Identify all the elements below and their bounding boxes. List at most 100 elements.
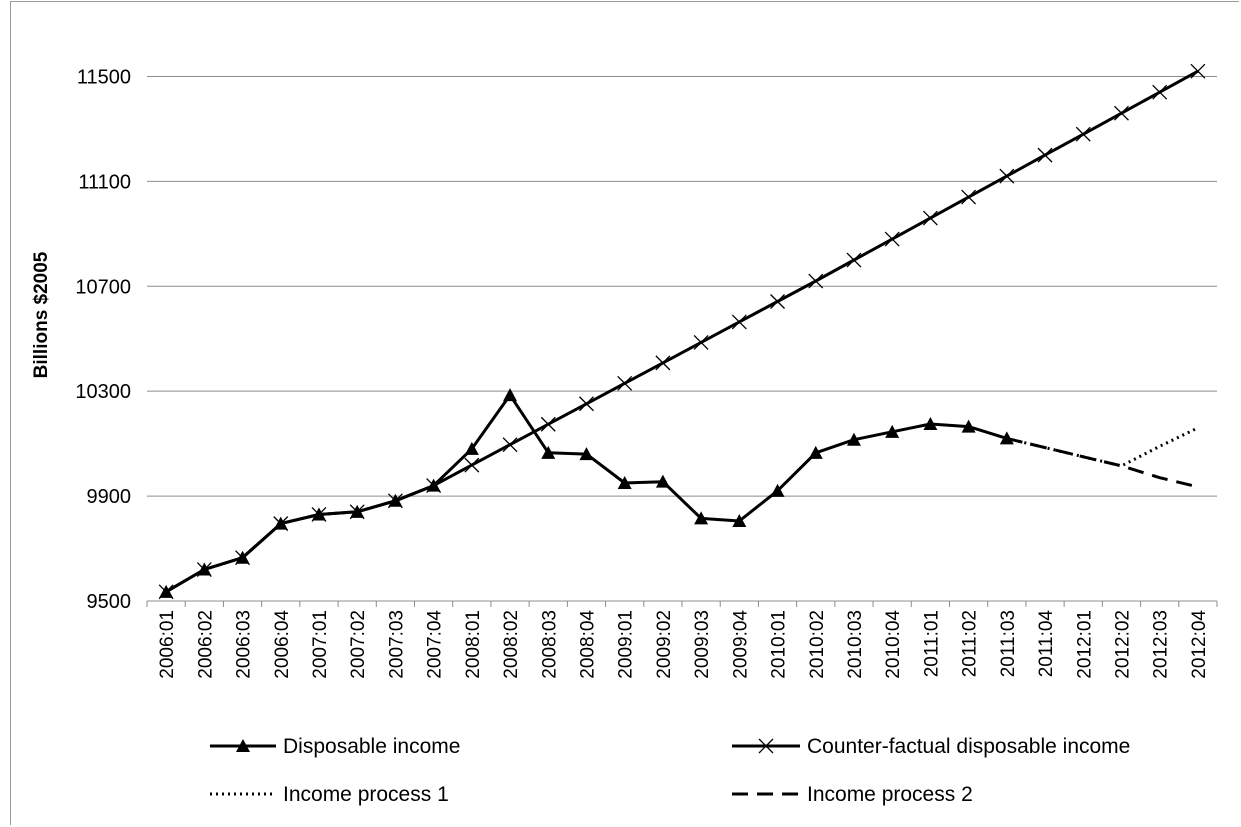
x-point bbox=[922, 210, 938, 226]
x-point bbox=[999, 168, 1015, 184]
y-tick-label: 10300 bbox=[75, 381, 131, 403]
x-tick-label: 2008:01 bbox=[463, 610, 484, 679]
x-tick-label: 2012:04 bbox=[1189, 610, 1210, 679]
x-axis-ticks: 2006:01 2006:02 2006:03 2006:04 2007:01 2007:… bbox=[157, 610, 1210, 679]
x-point bbox=[502, 437, 518, 453]
triangle-point bbox=[770, 483, 785, 497]
x-point bbox=[196, 562, 212, 577]
series-line-1 bbox=[165, 69, 1199, 594]
triangle-point bbox=[464, 441, 479, 455]
x-tick-label: 2010:03 bbox=[845, 610, 866, 679]
x-point bbox=[426, 478, 442, 494]
series-line-3 bbox=[1006, 436, 1199, 489]
triangle-point bbox=[732, 514, 747, 528]
legend-item-3: Income process 2 bbox=[732, 783, 973, 806]
triangle-point bbox=[999, 431, 1014, 445]
triangle-point bbox=[617, 475, 632, 489]
triangle-point bbox=[961, 419, 976, 433]
x-tick-label: 2012:03 bbox=[1151, 610, 1172, 679]
legend-label: Income process 2 bbox=[807, 783, 973, 806]
y-tick-label: 9900 bbox=[87, 486, 132, 508]
legend-label: Disposable income bbox=[283, 735, 460, 758]
y-tick-label: 11100 bbox=[78, 171, 131, 193]
legend-label: Counter-factual disposable income bbox=[807, 735, 1130, 758]
x-tick-label: 2011:02 bbox=[960, 610, 981, 677]
x-tick-label: 2009:04 bbox=[730, 610, 751, 679]
x-tick-label: 2008:02 bbox=[501, 610, 522, 679]
triangle-point bbox=[885, 424, 900, 438]
legend-x-marker bbox=[758, 738, 774, 754]
x-tick-label: 2012:02 bbox=[1112, 610, 1133, 679]
x-point bbox=[1075, 126, 1091, 142]
x-tick-label: 2006:01 bbox=[157, 610, 178, 679]
triangle-point bbox=[655, 474, 670, 488]
x-point bbox=[808, 273, 824, 289]
series-markers bbox=[158, 63, 1206, 600]
x-tick-label: 2006:03 bbox=[234, 610, 255, 679]
x-axis bbox=[146, 600, 1218, 607]
x-point bbox=[655, 355, 671, 371]
y-tick-label: 9500 bbox=[87, 591, 132, 613]
x-tick-label: 2011:01 bbox=[921, 610, 942, 677]
triangle-point bbox=[579, 447, 594, 461]
legend-item-0: Disposable income bbox=[210, 735, 460, 758]
triangle-point bbox=[694, 511, 709, 525]
y-tick-label: 10700 bbox=[75, 276, 131, 298]
legend-label: Income process 1 bbox=[283, 783, 449, 806]
y-tick-label: 11500 bbox=[77, 66, 131, 88]
x-tick-label: 2007:04 bbox=[425, 610, 446, 679]
legend-item-2: Income process 1 bbox=[210, 783, 449, 806]
series-line-2 bbox=[1006, 426, 1199, 468]
x-point bbox=[311, 506, 327, 522]
chart-frame bbox=[10, 1, 1239, 825]
x-point bbox=[387, 493, 403, 509]
triangle-point bbox=[541, 445, 556, 459]
x-tick-label: 2011:03 bbox=[998, 610, 1019, 677]
x-point bbox=[693, 334, 709, 350]
x-tick-label: 2010:01 bbox=[769, 610, 790, 679]
series-line-0 bbox=[165, 393, 1008, 594]
legend-triangle-marker bbox=[236, 739, 250, 752]
x-point bbox=[961, 189, 977, 205]
x-tick-label: 2007:02 bbox=[348, 610, 369, 679]
triangle-point bbox=[923, 416, 938, 430]
triangle-point bbox=[846, 432, 861, 446]
x-point bbox=[579, 396, 594, 412]
x-point bbox=[884, 231, 900, 247]
x-point bbox=[273, 516, 289, 532]
x-tick-label: 2010:04 bbox=[883, 610, 904, 679]
x-tick-label: 2007:01 bbox=[310, 610, 331, 679]
x-point bbox=[846, 252, 862, 268]
x-tick-label: 2012:01 bbox=[1074, 610, 1095, 679]
x-point bbox=[235, 550, 250, 566]
x-point bbox=[1190, 63, 1206, 79]
x-point bbox=[464, 457, 480, 473]
x-tick-label: 2009:02 bbox=[654, 610, 675, 679]
x-tick-label: 2007:03 bbox=[386, 610, 407, 679]
x-point bbox=[1037, 147, 1053, 163]
x-tick-label: 2011:04 bbox=[1036, 610, 1057, 678]
x-point bbox=[617, 375, 633, 391]
x-point bbox=[540, 416, 556, 432]
x-tick-label: 2009:01 bbox=[616, 610, 637, 679]
x-tick-label: 2009:03 bbox=[692, 610, 713, 679]
legend: Disposable income Counter-factual disposa… bbox=[210, 735, 1130, 806]
x-point bbox=[158, 584, 174, 600]
x-tick-label: 2006:04 bbox=[272, 610, 293, 679]
x-tick-label: 2006:02 bbox=[195, 610, 216, 679]
x-point bbox=[1114, 105, 1129, 121]
legend-item-1: Counter-factual disposable income bbox=[732, 735, 1130, 758]
triangle-point bbox=[808, 445, 823, 459]
x-tick-label: 2010:02 bbox=[807, 610, 828, 679]
y-axis-ticks: 9500 9900 10300 10700 11100 11500 bbox=[75, 66, 131, 613]
x-point bbox=[731, 314, 747, 330]
x-point bbox=[1152, 84, 1168, 100]
x-tick-label: 2008:04 bbox=[577, 610, 598, 679]
x-point bbox=[349, 504, 365, 520]
triangle-point bbox=[503, 388, 518, 402]
x-tick-label: 2008:03 bbox=[539, 610, 560, 679]
y-axis-label: Billions $2005 bbox=[31, 251, 52, 378]
gridlines bbox=[147, 75, 1217, 497]
x-point bbox=[770, 294, 785, 309]
